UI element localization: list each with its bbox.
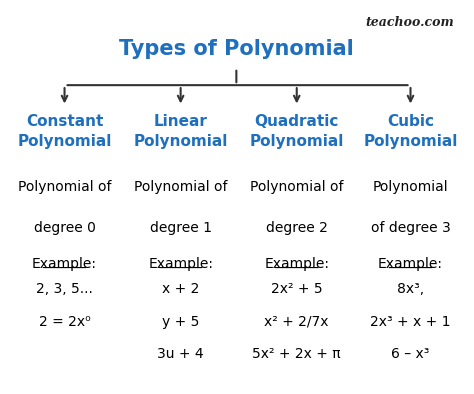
Text: Polynomial of

degree 2: Polynomial of degree 2: [250, 180, 344, 235]
Text: Cubic
Polynomial: Cubic Polynomial: [364, 114, 458, 149]
Text: x² + 2/7x: x² + 2/7x: [264, 315, 329, 329]
Text: Quadratic
Polynomial: Quadratic Polynomial: [249, 114, 344, 149]
Text: Example:: Example:: [264, 257, 329, 271]
Text: Polynomial of

degree 0: Polynomial of degree 0: [18, 180, 111, 235]
Text: 3u + 4: 3u + 4: [157, 348, 204, 361]
Text: Example:: Example:: [32, 257, 97, 271]
Text: 8x³,: 8x³,: [397, 282, 424, 296]
Text: x + 2: x + 2: [162, 282, 200, 296]
Text: Polynomial of

degree 1: Polynomial of degree 1: [134, 180, 228, 235]
Text: 2, 3, 5...: 2, 3, 5...: [36, 282, 93, 296]
Text: 5x² + 2x + π: 5x² + 2x + π: [253, 348, 341, 361]
Text: Linear
Polynomial: Linear Polynomial: [134, 114, 228, 149]
Text: Constant
Polynomial: Constant Polynomial: [18, 114, 112, 149]
Text: y + 5: y + 5: [162, 315, 200, 329]
Text: 2 = 2x⁰: 2 = 2x⁰: [39, 315, 91, 329]
Text: Example:: Example:: [378, 257, 443, 271]
Text: teachoo.com: teachoo.com: [366, 16, 455, 29]
Text: 2x³ + x + 1: 2x³ + x + 1: [370, 315, 451, 329]
Text: Types of Polynomial: Types of Polynomial: [119, 39, 354, 59]
Text: 6 – x³: 6 – x³: [392, 348, 430, 361]
Text: 2x² + 5: 2x² + 5: [271, 282, 322, 296]
Text: Polynomial

of degree 3: Polynomial of degree 3: [371, 180, 450, 235]
Text: Example:: Example:: [148, 257, 213, 271]
